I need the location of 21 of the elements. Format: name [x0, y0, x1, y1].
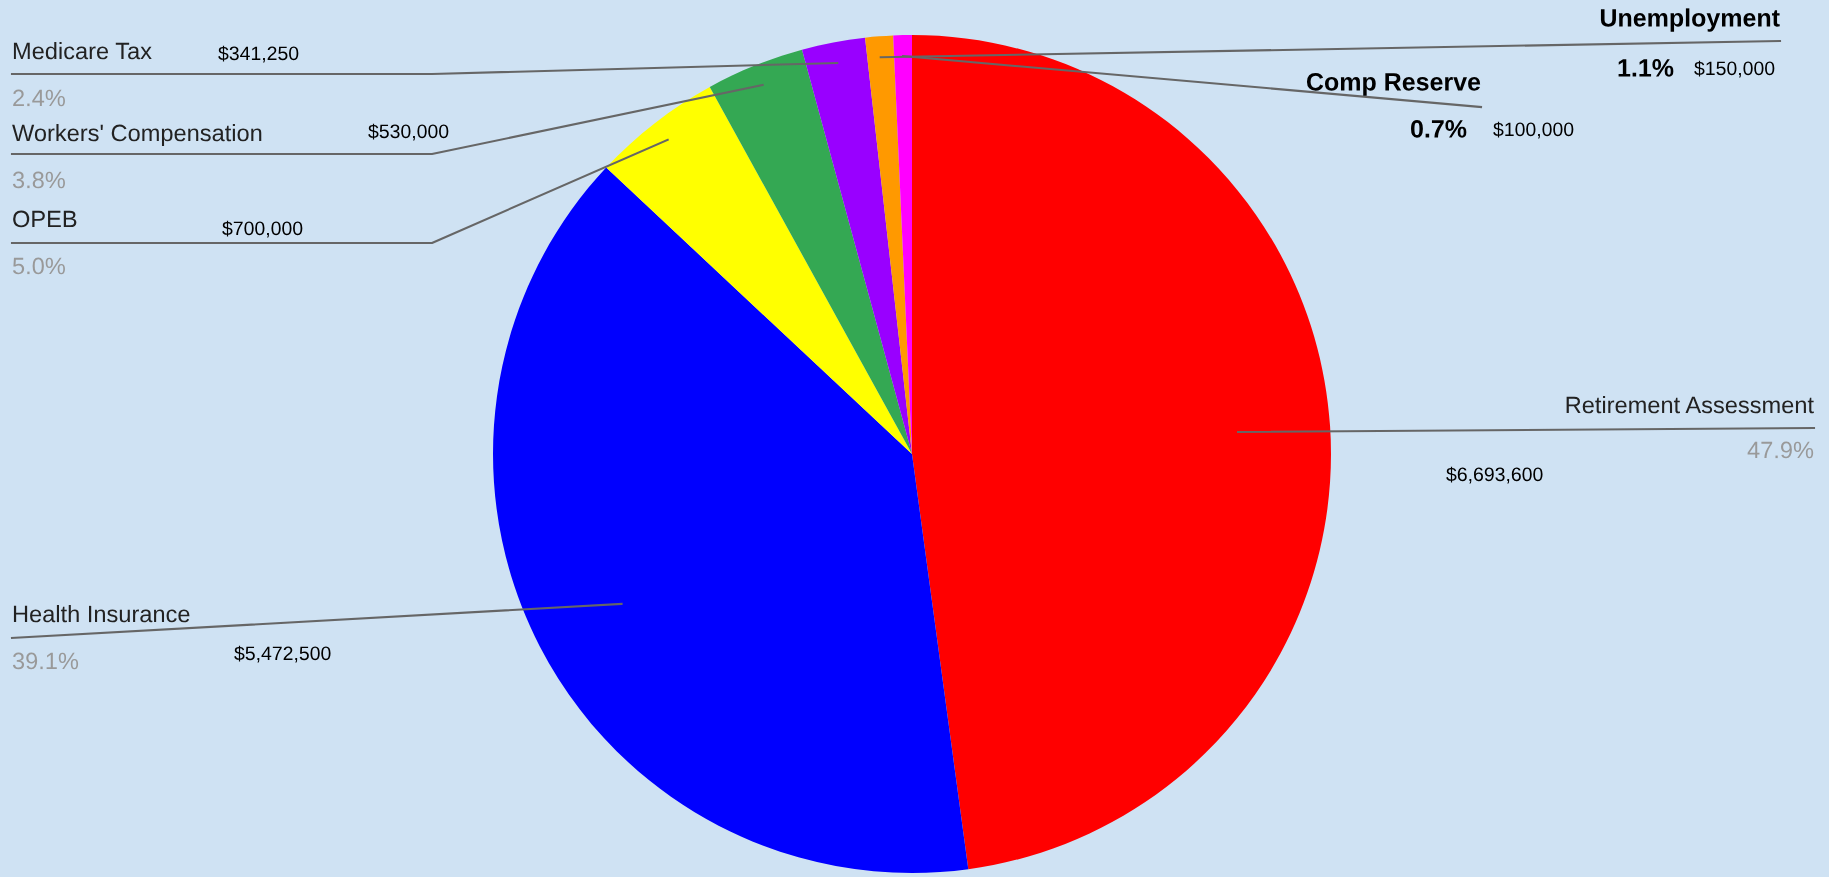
slice-label: Health Insurance [13, 604, 190, 623]
data-label: $341,250 [218, 45, 299, 63]
slice-label: Unemployment [1600, 8, 1780, 32]
slice-label: Comp Reserve [1306, 73, 1481, 96]
text: 1.1% [1618, 59, 1674, 77]
data-label: $530,000 [368, 123, 449, 141]
text: 3.8% [12, 171, 65, 189]
text: 39.1% [12, 652, 79, 670]
text: 0.7% [1411, 120, 1467, 138]
slice-label: Retirement Assessment [1566, 395, 1814, 414]
slice-label: OPEB [13, 210, 77, 228]
slice-label: Medicare Tax [13, 42, 152, 60]
data-label: $700,000 [222, 220, 303, 238]
data-label: $100,000 [1493, 121, 1574, 139]
text: 47.9% [1747, 441, 1814, 459]
text: 5.0% [12, 257, 65, 275]
data-label: $5,472,500 [234, 645, 331, 663]
data-label: $6,693,600 [1446, 466, 1543, 484]
slice-label: Workers' Compensation [12, 124, 262, 146]
data-label: $150,000 [1694, 60, 1775, 78]
text: 2.4% [13, 89, 65, 107]
